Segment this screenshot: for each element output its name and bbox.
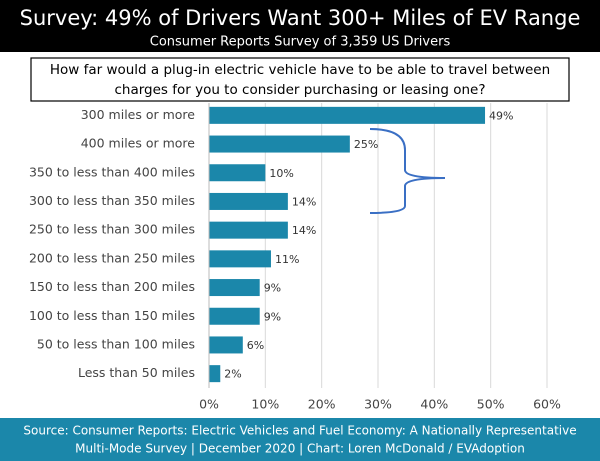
y-tick-label: 350 to less than 400 miles (29, 164, 195, 179)
bar (209, 221, 288, 239)
y-tick-label: 200 to less than 250 miles (29, 250, 195, 265)
bar (209, 336, 243, 354)
value-label: 14% (292, 195, 316, 208)
x-tick-label: 10% (251, 397, 279, 412)
chart-subtitle: Consumer Reports Survey of 3,359 US Driv… (150, 35, 451, 50)
y-tick-label: 50 to less than 100 miles (37, 336, 195, 351)
bar (209, 135, 350, 153)
y-tick-label: 150 to less than 200 miles (29, 279, 195, 294)
bar (209, 106, 486, 124)
question-line: How far would a plug-in electric vehicle… (50, 62, 550, 78)
value-label: 6% (247, 339, 264, 352)
x-tick-label: 60% (533, 397, 561, 412)
bar (209, 365, 221, 383)
bar (209, 250, 271, 268)
x-tick-label: 50% (477, 397, 505, 412)
header (0, 0, 600, 52)
value-label: 49% (489, 109, 513, 122)
x-tick-label: 20% (308, 397, 336, 412)
x-tick-label: 40% (420, 397, 448, 412)
bar (209, 279, 260, 297)
value-label: 10% (269, 167, 293, 180)
value-label: 14% (292, 224, 316, 237)
footer (0, 418, 600, 461)
bracket (369, 128, 446, 214)
bar (209, 164, 266, 182)
y-tick-label: 300 miles or more (81, 107, 196, 122)
value-label: 2% (224, 368, 241, 381)
value-label: 9% (264, 282, 281, 295)
chart-title: Survey: 49% of Drivers Want 300+ Miles o… (20, 6, 581, 30)
question-line: charges for you to consider purchasing o… (114, 82, 485, 98)
y-tick-label: 400 miles or more (81, 136, 196, 151)
question-box (30, 57, 570, 102)
y-tick-label: 300 to less than 350 miles (29, 193, 195, 208)
y-tick-label: Less than 50 miles (78, 365, 195, 380)
x-tick-label: 0% (199, 397, 219, 412)
source-line: Source: Consumer Reports: Electric Vehic… (23, 424, 576, 438)
value-label: 11% (275, 253, 299, 266)
x-tick-label: 30% (364, 397, 392, 412)
value-label: 9% (264, 310, 281, 323)
y-tick-label: 250 to less than 300 miles (29, 222, 195, 237)
bar (209, 192, 288, 210)
value-label: 25% (354, 138, 378, 151)
source-line: Multi-Mode Survey | December 2020 | Char… (75, 442, 525, 456)
y-tick-label: 100 to less than 150 miles (29, 308, 195, 323)
bar (209, 307, 260, 325)
